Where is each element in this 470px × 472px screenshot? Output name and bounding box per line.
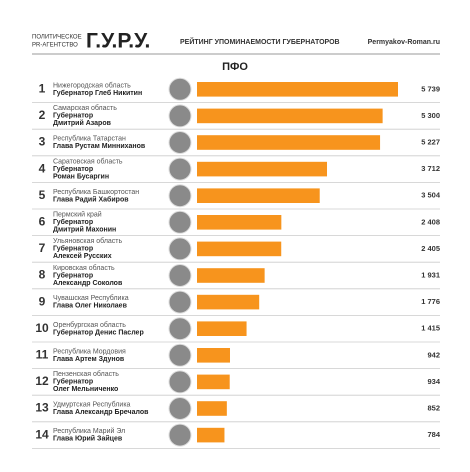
rank: 1 [39,81,46,95]
region: Республика Татарстан [53,135,126,143]
rank: 14 [35,427,49,441]
rank: 12 [35,374,49,388]
portrait [168,290,192,314]
bar [197,268,265,283]
region: Республика Мордовия [53,347,126,355]
rank: 13 [35,401,49,415]
region: Нижегородская область [53,81,131,89]
rank: 11 [36,347,49,361]
portrait [168,131,192,154]
governor: Роман Бусаргин [53,173,109,180]
bar [197,135,381,150]
region: Самарская область [53,104,117,112]
value-label: 852 [427,403,440,412]
portrait [168,397,192,420]
bar [197,161,328,177]
value-label: 934 [427,377,440,386]
bar [197,401,227,416]
portrait [168,184,192,208]
portrait [168,77,192,101]
portrait [168,237,192,261]
chart-title: ПФО [222,61,248,73]
bar [197,294,260,310]
region: Удмуртская Республика [53,401,131,409]
rank: 4 [39,161,46,175]
portrait [168,210,192,234]
region: Оренбургская область [53,321,126,329]
value-label: 3 504 [421,191,441,200]
region: Республика Башкортостан [53,188,139,196]
value-label: 784 [427,430,440,439]
value-label: 1 415 [421,324,440,333]
bar [197,188,320,203]
bar [197,348,230,363]
portrait [168,104,192,128]
governor: Александр Соколов [53,280,123,287]
governor: Алексей Русских [53,252,112,260]
agency-line: PR-АГЕНТСТВО [32,43,78,49]
governor: Губернатор [53,165,93,173]
value-label: 5 227 [421,137,440,146]
region: Пермский край [53,211,102,219]
value-label: 1 931 [421,270,440,279]
region: Республика Марий Эл [53,427,125,435]
region: Саратовская область [53,157,123,165]
governor: Губернатор [53,378,93,386]
rank: 2 [39,108,46,122]
bar [197,321,247,336]
bar [197,241,282,257]
bar [197,374,230,390]
portrait [168,317,192,341]
governor: Олег Мельниченко [53,386,118,393]
region: Чувашская Республика [53,294,129,302]
logo: Г.У.Р.У. [86,30,150,53]
bar [197,427,225,443]
value-label: 1 776 [421,297,440,306]
region: Кировская область [53,264,115,272]
value-label: 5 300 [421,111,440,120]
site: Permyakov-Roman.ru [368,39,440,46]
rank: 7 [39,241,46,255]
value-label: 2 405 [421,244,440,253]
value-label: 2 408 [421,217,440,226]
governor: Дмитрий Махонин [53,226,116,234]
portrait [168,423,192,447]
portrait [168,264,192,287]
rank: 6 [39,214,46,228]
rank: 5 [39,188,46,202]
governor: Глава Артем Здунов [53,356,125,363]
portrait [168,343,192,367]
rank: 9 [39,294,46,308]
agency-line: ПОЛИТИЧЕСКОЕ [32,35,82,41]
governor: Губернатор [53,112,93,120]
region: Пензенская область [53,370,119,378]
bar [197,215,282,230]
portrait [168,157,192,181]
governor: Глава Рустам Минниханов [53,143,146,150]
bar [197,82,398,97]
governor: Глава Радий Хабиров [53,195,129,203]
region: Ульяновская область [53,237,123,245]
value-label: 942 [427,350,440,359]
portrait [168,370,192,394]
governor: Глава Александр Бречалов [53,409,149,416]
governor: Глава Юрий Зайцев [53,435,123,443]
governor: Глава Олег Николаев [53,303,128,310]
governor: Губернатор [53,218,93,226]
bar [197,108,383,124]
value-label: 3 712 [421,164,440,173]
governor: Губернатор [53,245,93,253]
rank: 8 [39,268,46,282]
governor: Губернатор Глеб Никитин [53,89,142,97]
rank: 3 [39,135,46,149]
governor: Дмитрий Азаров [53,119,112,127]
governor: Губернатор Денис Паслер [53,328,144,336]
value-label: 5 739 [421,84,440,93]
rank: 10 [35,321,49,335]
governor: Губернатор [53,271,93,279]
heading: РЕЙТИНГ УПОМИНАЕМОСТИ ГУБЕРНАТОРОВ [180,37,340,46]
